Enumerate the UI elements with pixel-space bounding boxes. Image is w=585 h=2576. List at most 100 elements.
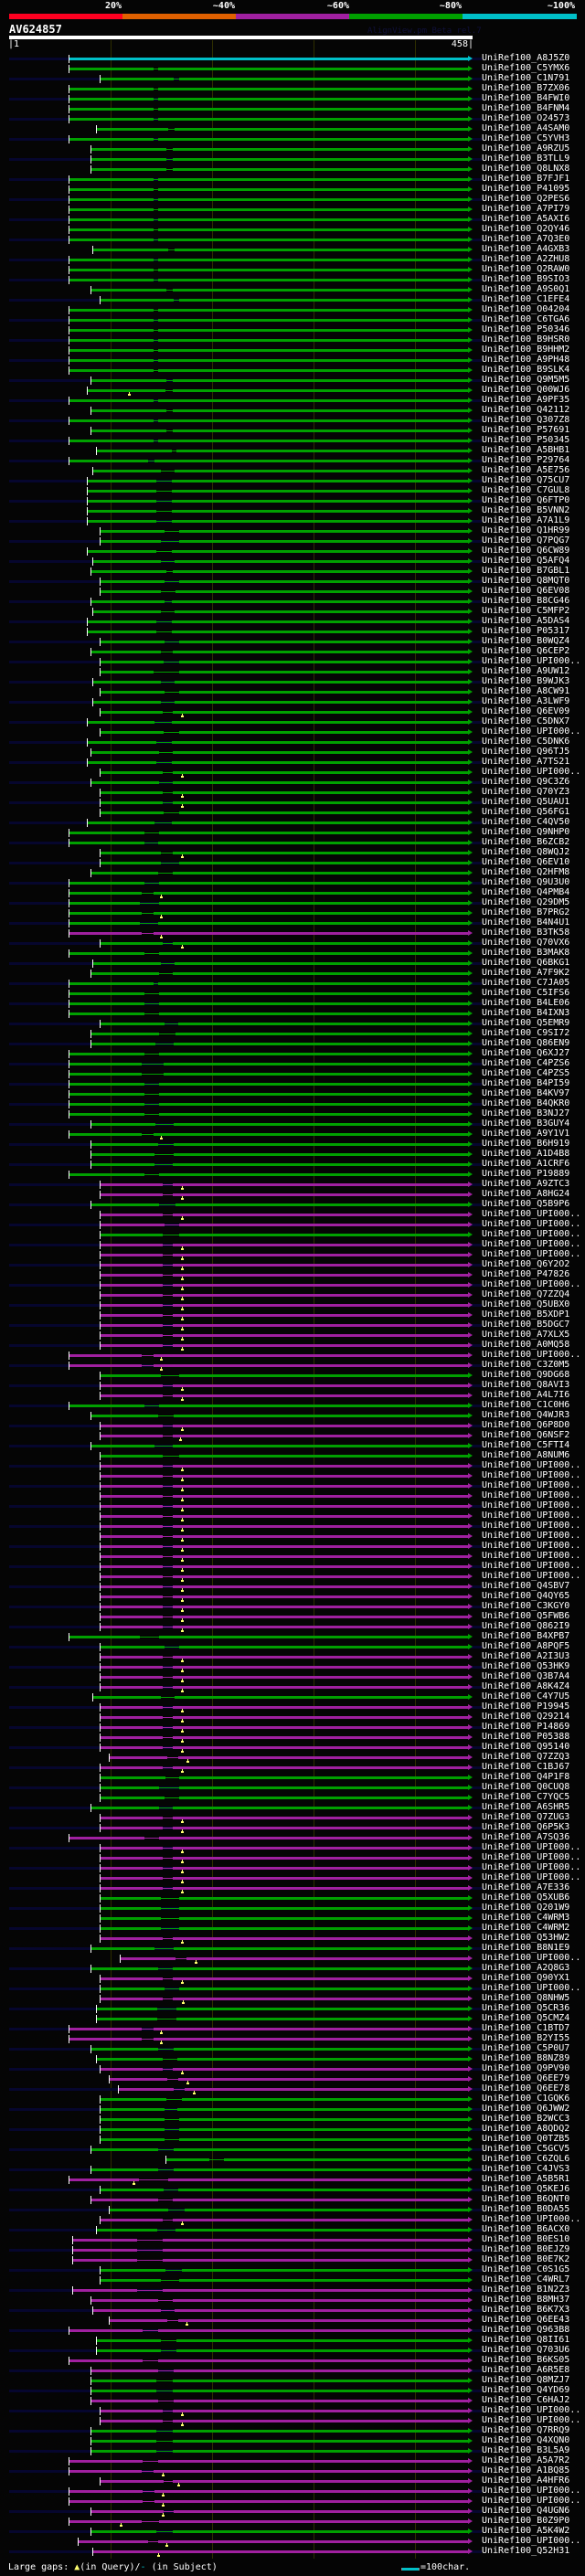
hit-label[interactable]: UniRef100_Q6P5K3 [482,1822,570,1832]
hit-label[interactable]: UniRef100_P41095 [482,184,570,194]
hit-label[interactable]: UniRef100_Q4YD69 [482,2385,570,2395]
hit-row[interactable]: UniRef100_B4IXN3 [0,1008,585,1019]
hit-row[interactable]: UniRef100_A7SQ36 [0,1832,585,1843]
hit-label[interactable]: UniRef100_Q4QY65 [482,1591,570,1601]
hit-row[interactable]: UniRef100_P50345 [0,435,585,446]
hit-label[interactable]: UniRef100_Q9PV90 [482,2063,570,2073]
hit-label[interactable]: UniRef100_B7ZX06 [482,83,570,93]
hit-label[interactable]: UniRef100_B0WQZ4 [482,636,570,646]
hit-label[interactable]: UniRef100_Q6EE43 [482,2315,570,2325]
hit-label[interactable]: UniRef100_C7YQC5 [482,1792,570,1802]
hit-label[interactable]: UniRef100_C5FTI4 [482,1440,570,1450]
hit-label[interactable]: UniRef100_Q2HFM8 [482,867,570,877]
hit-label[interactable]: UniRef100_O24573 [482,113,570,123]
hit-row[interactable]: UniRef100_Q7ZZQ4 [0,1289,585,1300]
hit-row[interactable]: UniRef100_Q90YX1 [0,1973,585,1984]
hit-label[interactable]: UniRef100_Q6P8D0 [482,1420,570,1430]
hit-label[interactable]: UniRef100_Q4XQN0 [482,2435,570,2445]
hit-row[interactable]: UniRef100_Q4XQN0 [0,2435,585,2446]
hit-row[interactable]: UniRef100_Q70YZ3 [0,787,585,798]
hit-label[interactable]: UniRef100_A9UW12 [482,666,570,676]
hit-label[interactable]: UniRef100_B5VNN2 [482,505,570,515]
hit-label[interactable]: UniRef100_UPI000.. [482,1229,581,1239]
hit-label[interactable]: UniRef100_Q9NHP0 [482,827,570,837]
hit-label[interactable]: UniRef100_C4Y7U5 [482,1691,570,1701]
hit-row[interactable]: UniRef100_B8N1E9 [0,1943,585,1954]
hit-label[interactable]: UniRef100_Q90YX1 [482,1973,570,1983]
hit-row[interactable]: UniRef100_UPI000.. [0,1571,585,1582]
hit-row[interactable]: UniRef100_C5IFS6 [0,988,585,999]
hit-label[interactable]: UniRef100_C9SI72 [482,1028,570,1038]
hit-row[interactable]: UniRef100_B7FJF1 [0,174,585,185]
hit-label[interactable]: UniRef100_B8CG46 [482,596,570,606]
hit-row[interactable]: UniRef100_UPI000.. [0,1279,585,1290]
hit-row[interactable]: UniRef100_Q6NSF2 [0,1430,585,1441]
hit-row[interactable]: UniRef100_B4FNM4 [0,103,585,114]
hit-label[interactable]: UniRef100_B5DGC7 [482,1320,570,1330]
hit-row[interactable]: UniRef100_A7E336 [0,1882,585,1893]
hit-row[interactable]: UniRef100_C7YQC5 [0,1792,585,1803]
hit-label[interactable]: UniRef100_UPI000.. [482,2536,581,2546]
hit-label[interactable]: UniRef100_UPI000.. [482,2214,581,2224]
hit-label[interactable]: UniRef100_Q53HW2 [482,1933,570,1943]
hit-label[interactable]: UniRef100_B3MAK8 [482,948,570,958]
hit-label[interactable]: UniRef100_A4HFR6 [482,2475,570,2486]
hit-label[interactable]: UniRef100_Q7RRQ9 [482,2425,570,2435]
hit-row[interactable]: UniRef100_UPI000.. [0,1470,585,1481]
hit-label[interactable]: UniRef100_Q5UBX0 [482,1299,570,1309]
hit-row[interactable]: UniRef100_Q6EE79 [0,2073,585,2084]
hit-row[interactable]: UniRef100_B4PI59 [0,1078,585,1089]
hit-label[interactable]: UniRef100_B4N4U1 [482,917,570,928]
hit-row[interactable]: UniRef100_Q6Y2O2 [0,1259,585,1270]
hit-row[interactable]: UniRef100_C4QV50 [0,817,585,828]
hit-row[interactable]: UniRef100_UPI000.. [0,1219,585,1230]
hit-row[interactable]: UniRef100_Q6EV10 [0,857,585,868]
hit-label[interactable]: UniRef100_Q4WJR3 [482,1410,570,1420]
hit-label[interactable]: UniRef100_A5AXI6 [482,214,570,224]
hit-row[interactable]: UniRef100_B8MH37 [0,2295,585,2306]
hit-row[interactable]: UniRef100_Q42112 [0,405,585,416]
hit-label[interactable]: UniRef100_A2Q8G3 [482,1963,570,1973]
hit-row[interactable]: UniRef100_Q7ZZQ3 [0,1752,585,1763]
hit-label[interactable]: UniRef100_Q6EV10 [482,857,570,867]
hit-label[interactable]: UniRef100_A2I3U3 [482,1651,570,1661]
hit-label[interactable]: UniRef100_A5E756 [482,465,570,475]
hit-label[interactable]: UniRef100_UPI000.. [482,1531,581,1541]
hit-row[interactable]: UniRef100_C5P0U7 [0,2043,585,2054]
hit-label[interactable]: UniRef100_Q6Y2O2 [482,1259,570,1269]
hit-row[interactable]: UniRef100_Q862I9 [0,1621,585,1632]
hit-row[interactable]: UniRef100_C1EFE4 [0,294,585,305]
hit-label[interactable]: UniRef100_Q56FG1 [482,807,570,817]
hit-label[interactable]: UniRef100_Q5EMR9 [482,1018,570,1028]
hit-row[interactable]: UniRef100_A9S0Q1 [0,284,585,295]
hit-row[interactable]: UniRef100_C9SI72 [0,1028,585,1039]
hit-label[interactable]: UniRef100_Q5CR36 [482,2003,570,2013]
hit-row[interactable]: UniRef100_B9WJK3 [0,676,585,687]
hit-row[interactable]: UniRef100_C4Y7U5 [0,1691,585,1702]
hit-label[interactable]: UniRef100_A4L7I6 [482,1390,570,1400]
hit-label[interactable]: UniRef100_Q9M5M5 [482,375,570,385]
hit-label[interactable]: UniRef100_Q70VX6 [482,938,570,948]
hit-label[interactable]: UniRef100_Q3B7A4 [482,1671,570,1681]
hit-row[interactable]: UniRef100_O24573 [0,113,585,124]
hit-label[interactable]: UniRef100_A9RZU5 [482,143,570,154]
hit-label[interactable]: UniRef100_A5B5R1 [482,2174,570,2184]
hit-label[interactable]: UniRef100_UPI000.. [482,1842,581,1852]
hit-row[interactable]: UniRef100_Q703U6 [0,2345,585,2356]
hit-label[interactable]: UniRef100_A6SHR5 [482,1802,570,1812]
hit-label[interactable]: UniRef100_Q6EE78 [482,2083,570,2094]
hit-label[interactable]: UniRef100_Q6EV08 [482,586,570,596]
hit-row[interactable]: UniRef100_B2WCC3 [0,2114,585,2125]
hit-row[interactable]: UniRef100_B5XDP1 [0,1309,585,1320]
hit-row[interactable]: UniRef100_A4SAM0 [0,123,585,134]
hit-row[interactable]: UniRef100_Q4WJR3 [0,1410,585,1421]
hit-row[interactable]: UniRef100_B4LE06 [0,998,585,1009]
hit-label[interactable]: UniRef100_B4PI59 [482,1078,570,1088]
hit-row[interactable]: UniRef100_C4PZS6 [0,1058,585,1069]
hit-row[interactable]: UniRef100_Q70VX6 [0,938,585,949]
hit-label[interactable]: UniRef100_B2YI55 [482,2033,570,2043]
hit-row[interactable]: UniRef100_Q6FTP0 [0,495,585,506]
hit-label[interactable]: UniRef100_Q5B9P6 [482,1199,570,1209]
hit-row[interactable]: UniRef100_Q4SBV7 [0,1581,585,1592]
hit-label[interactable]: UniRef100_C6ZQL6 [482,2154,570,2164]
